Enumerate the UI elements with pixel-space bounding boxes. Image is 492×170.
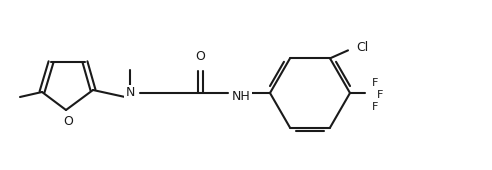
Text: N: N — [125, 87, 135, 99]
Text: F: F — [372, 78, 378, 88]
Text: O: O — [63, 115, 73, 128]
Text: O: O — [195, 50, 205, 63]
Text: F: F — [372, 102, 378, 112]
Text: NH: NH — [232, 89, 251, 103]
Text: Cl: Cl — [356, 41, 368, 54]
Text: F: F — [377, 90, 383, 100]
